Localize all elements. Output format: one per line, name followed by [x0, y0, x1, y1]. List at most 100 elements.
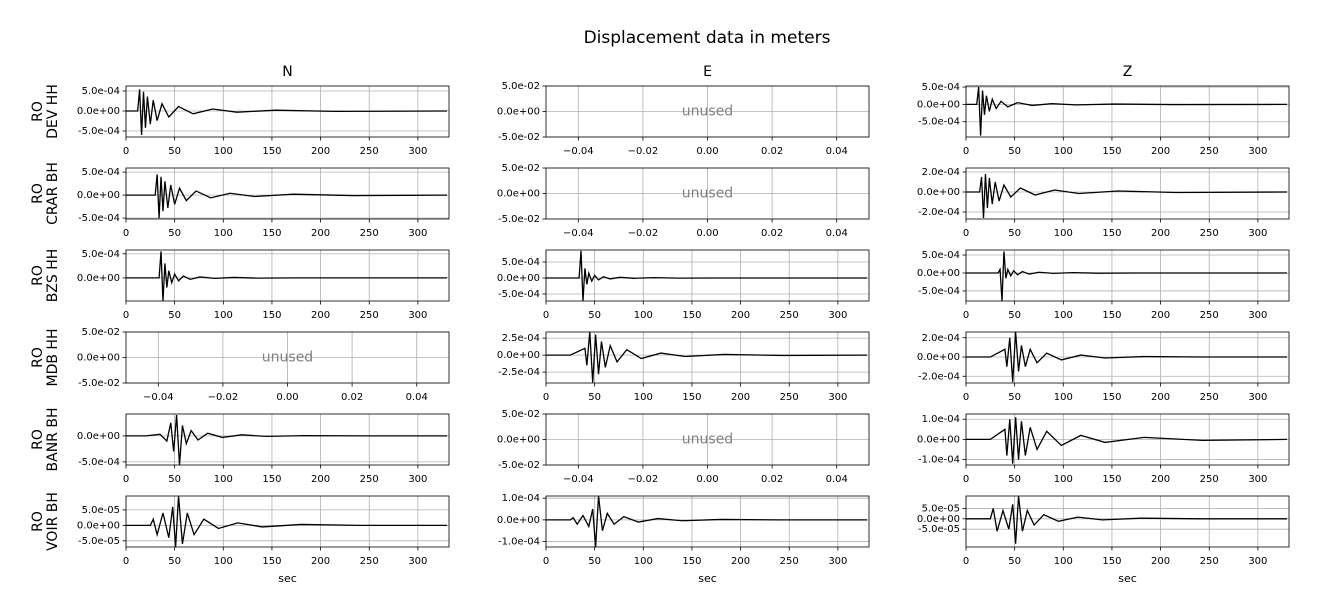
y-tick-label: 5.0e-04 — [82, 167, 120, 178]
y-axis-label: VOIR BH — [45, 492, 61, 551]
x-tick-label: 150 — [1102, 392, 1121, 403]
x-tick-label: 250 — [1200, 556, 1219, 567]
waveform — [966, 417, 1288, 464]
x-tick-label: −0.04 — [563, 146, 594, 157]
subplot: −0.04 −0.02 0.00 0.02 0.04 5.0e-02 0.0e+00 -5.0… — [497, 64, 870, 157]
x-tick-label: 150 — [262, 310, 281, 321]
x-tick-label: 150 — [1102, 310, 1121, 321]
x-tick-label: 50 — [168, 310, 181, 321]
subplot: 0 50 100 150 200 250 300 5.0e-04 0.0e+00 -5.0e-04… — [30, 64, 450, 157]
y-tick-label: 5.0e-04 — [922, 82, 960, 93]
waveform — [126, 174, 448, 219]
y-tick-label: 5.0e-02 — [502, 163, 540, 174]
subplot: 0 50 100 150 200 250 300 5.0e-04 0.0e+00 RO BZS HH — [30, 249, 450, 321]
x-tick-label: 250 — [1200, 146, 1219, 157]
y-tick-label: 0.0e+00 — [917, 352, 960, 363]
y-tick-label: 2.0e-04 — [922, 333, 960, 344]
x-tick-label: 200 — [311, 146, 330, 157]
subplot: 0 50 100 150 200 250 300 5.0e-04 0.0e+00 -5.0e-04 — [917, 249, 1290, 321]
x-tick-label: −0.02 — [628, 228, 659, 239]
y-tick-label: 5.0e-02 — [82, 327, 120, 338]
x-axis-label: sec — [698, 572, 717, 585]
x-tick-label: 150 — [262, 146, 281, 157]
x-tick-label: 0.00 — [696, 474, 718, 485]
y-tick-label: 5.0e-05 — [922, 503, 960, 514]
x-tick-label: −0.02 — [208, 392, 239, 403]
x-tick-label: 300 — [408, 556, 427, 567]
x-tick-label: 0.02 — [761, 474, 783, 485]
y-tick-label: 0.0e+00 — [497, 107, 540, 118]
x-tick-label: 300 — [408, 310, 427, 321]
y-tick-label: 0.0e+00 — [497, 350, 540, 361]
x-tick-label: 0.02 — [761, 228, 783, 239]
x-tick-label: 0.04 — [826, 228, 848, 239]
x-tick-label: 50 — [1008, 146, 1021, 157]
y-tick-label: 5.0e-04 — [502, 257, 540, 268]
subplot: 0 50 100 150 200 250 300 1.0e-04 0.0e+00 -1.0e-04 — [917, 413, 1290, 485]
x-tick-label: 300 — [1248, 556, 1267, 567]
axes-frame — [125, 85, 450, 138]
x-tick-label: 0 — [963, 556, 969, 567]
x-tick-label: 0.00 — [696, 146, 718, 157]
column-title: E — [703, 64, 712, 80]
x-tick-label: 200 — [1151, 556, 1170, 567]
x-tick-label: 100 — [1054, 228, 1073, 239]
x-tick-label: 200 — [1151, 228, 1170, 239]
x-tick-label: 0.04 — [406, 392, 428, 403]
axes-frame — [545, 331, 870, 384]
y-tick-label: -2.0e-04 — [918, 371, 960, 382]
y-axis-label: BZS HH — [45, 249, 61, 303]
subplot: 0 50 100 150 200 250 300 1.0e-04 0.0e+00 -1.0e-04… — [497, 493, 870, 585]
y-tick-label: 1.0e-04 — [502, 493, 540, 504]
y-tick-label: 2.0e-04 — [922, 167, 960, 178]
x-tick-label: 50 — [168, 556, 181, 567]
x-tick-label: 0 — [123, 228, 129, 239]
x-tick-label: 300 — [1248, 228, 1267, 239]
x-tick-label: 150 — [682, 556, 701, 567]
x-tick-label: 100 — [1054, 146, 1073, 157]
x-tick-label: 250 — [1200, 310, 1219, 321]
x-tick-label: 0.02 — [761, 146, 783, 157]
x-tick-label: 300 — [408, 146, 427, 157]
x-tick-label: 0 — [123, 556, 129, 567]
subplot: 0 50 100 150 200 250 300 5.0e-04 0.0e+00 -5.0e-04… — [30, 162, 450, 239]
y-tick-label: 2.5e-04 — [502, 333, 540, 344]
x-tick-label: 300 — [828, 556, 847, 567]
x-tick-label: 100 — [1054, 556, 1073, 567]
x-tick-label: 200 — [311, 556, 330, 567]
x-tick-label: 100 — [214, 228, 233, 239]
x-tick-label: 0 — [963, 228, 969, 239]
x-tick-label: 100 — [214, 556, 233, 567]
y-tick-label: 0.0e+00 — [77, 520, 120, 531]
y-tick-label: 0.0e+00 — [917, 434, 960, 445]
y-tick-label: -5.0e-04 — [498, 289, 540, 300]
y-axis-label: DEV HH — [45, 84, 61, 139]
axes-frame — [965, 413, 1290, 466]
y-axis-label: RO — [30, 183, 46, 204]
x-tick-label: 100 — [634, 392, 653, 403]
x-tick-label: 150 — [682, 392, 701, 403]
y-tick-label: 0.0e+00 — [77, 273, 120, 284]
y-axis-label: MDB HH — [45, 329, 61, 387]
x-tick-label: 250 — [360, 228, 379, 239]
x-tick-label: 0 — [123, 310, 129, 321]
waveform — [966, 86, 1288, 136]
waveform — [966, 251, 1288, 301]
waveform — [546, 332, 868, 383]
y-tick-label: 0.0e+00 — [917, 268, 960, 279]
x-tick-label: 0.04 — [826, 146, 848, 157]
x-tick-label: 150 — [1102, 146, 1121, 157]
x-tick-label: 50 — [168, 228, 181, 239]
y-tick-label: -5.0e-02 — [498, 132, 540, 143]
x-tick-label: 200 — [731, 556, 750, 567]
y-tick-label: -5.0e-04 — [78, 126, 120, 137]
axes-frame — [965, 249, 1290, 302]
x-tick-label: 0.00 — [276, 392, 298, 403]
x-tick-label: 50 — [1008, 556, 1021, 567]
x-tick-label: 300 — [1248, 310, 1267, 321]
x-tick-label: 150 — [262, 556, 281, 567]
y-tick-label: 1.0e-04 — [922, 414, 960, 425]
x-tick-label: 50 — [168, 146, 181, 157]
y-tick-label: -1.0e-04 — [498, 537, 540, 548]
y-tick-label: 5.0e-05 — [82, 505, 120, 516]
